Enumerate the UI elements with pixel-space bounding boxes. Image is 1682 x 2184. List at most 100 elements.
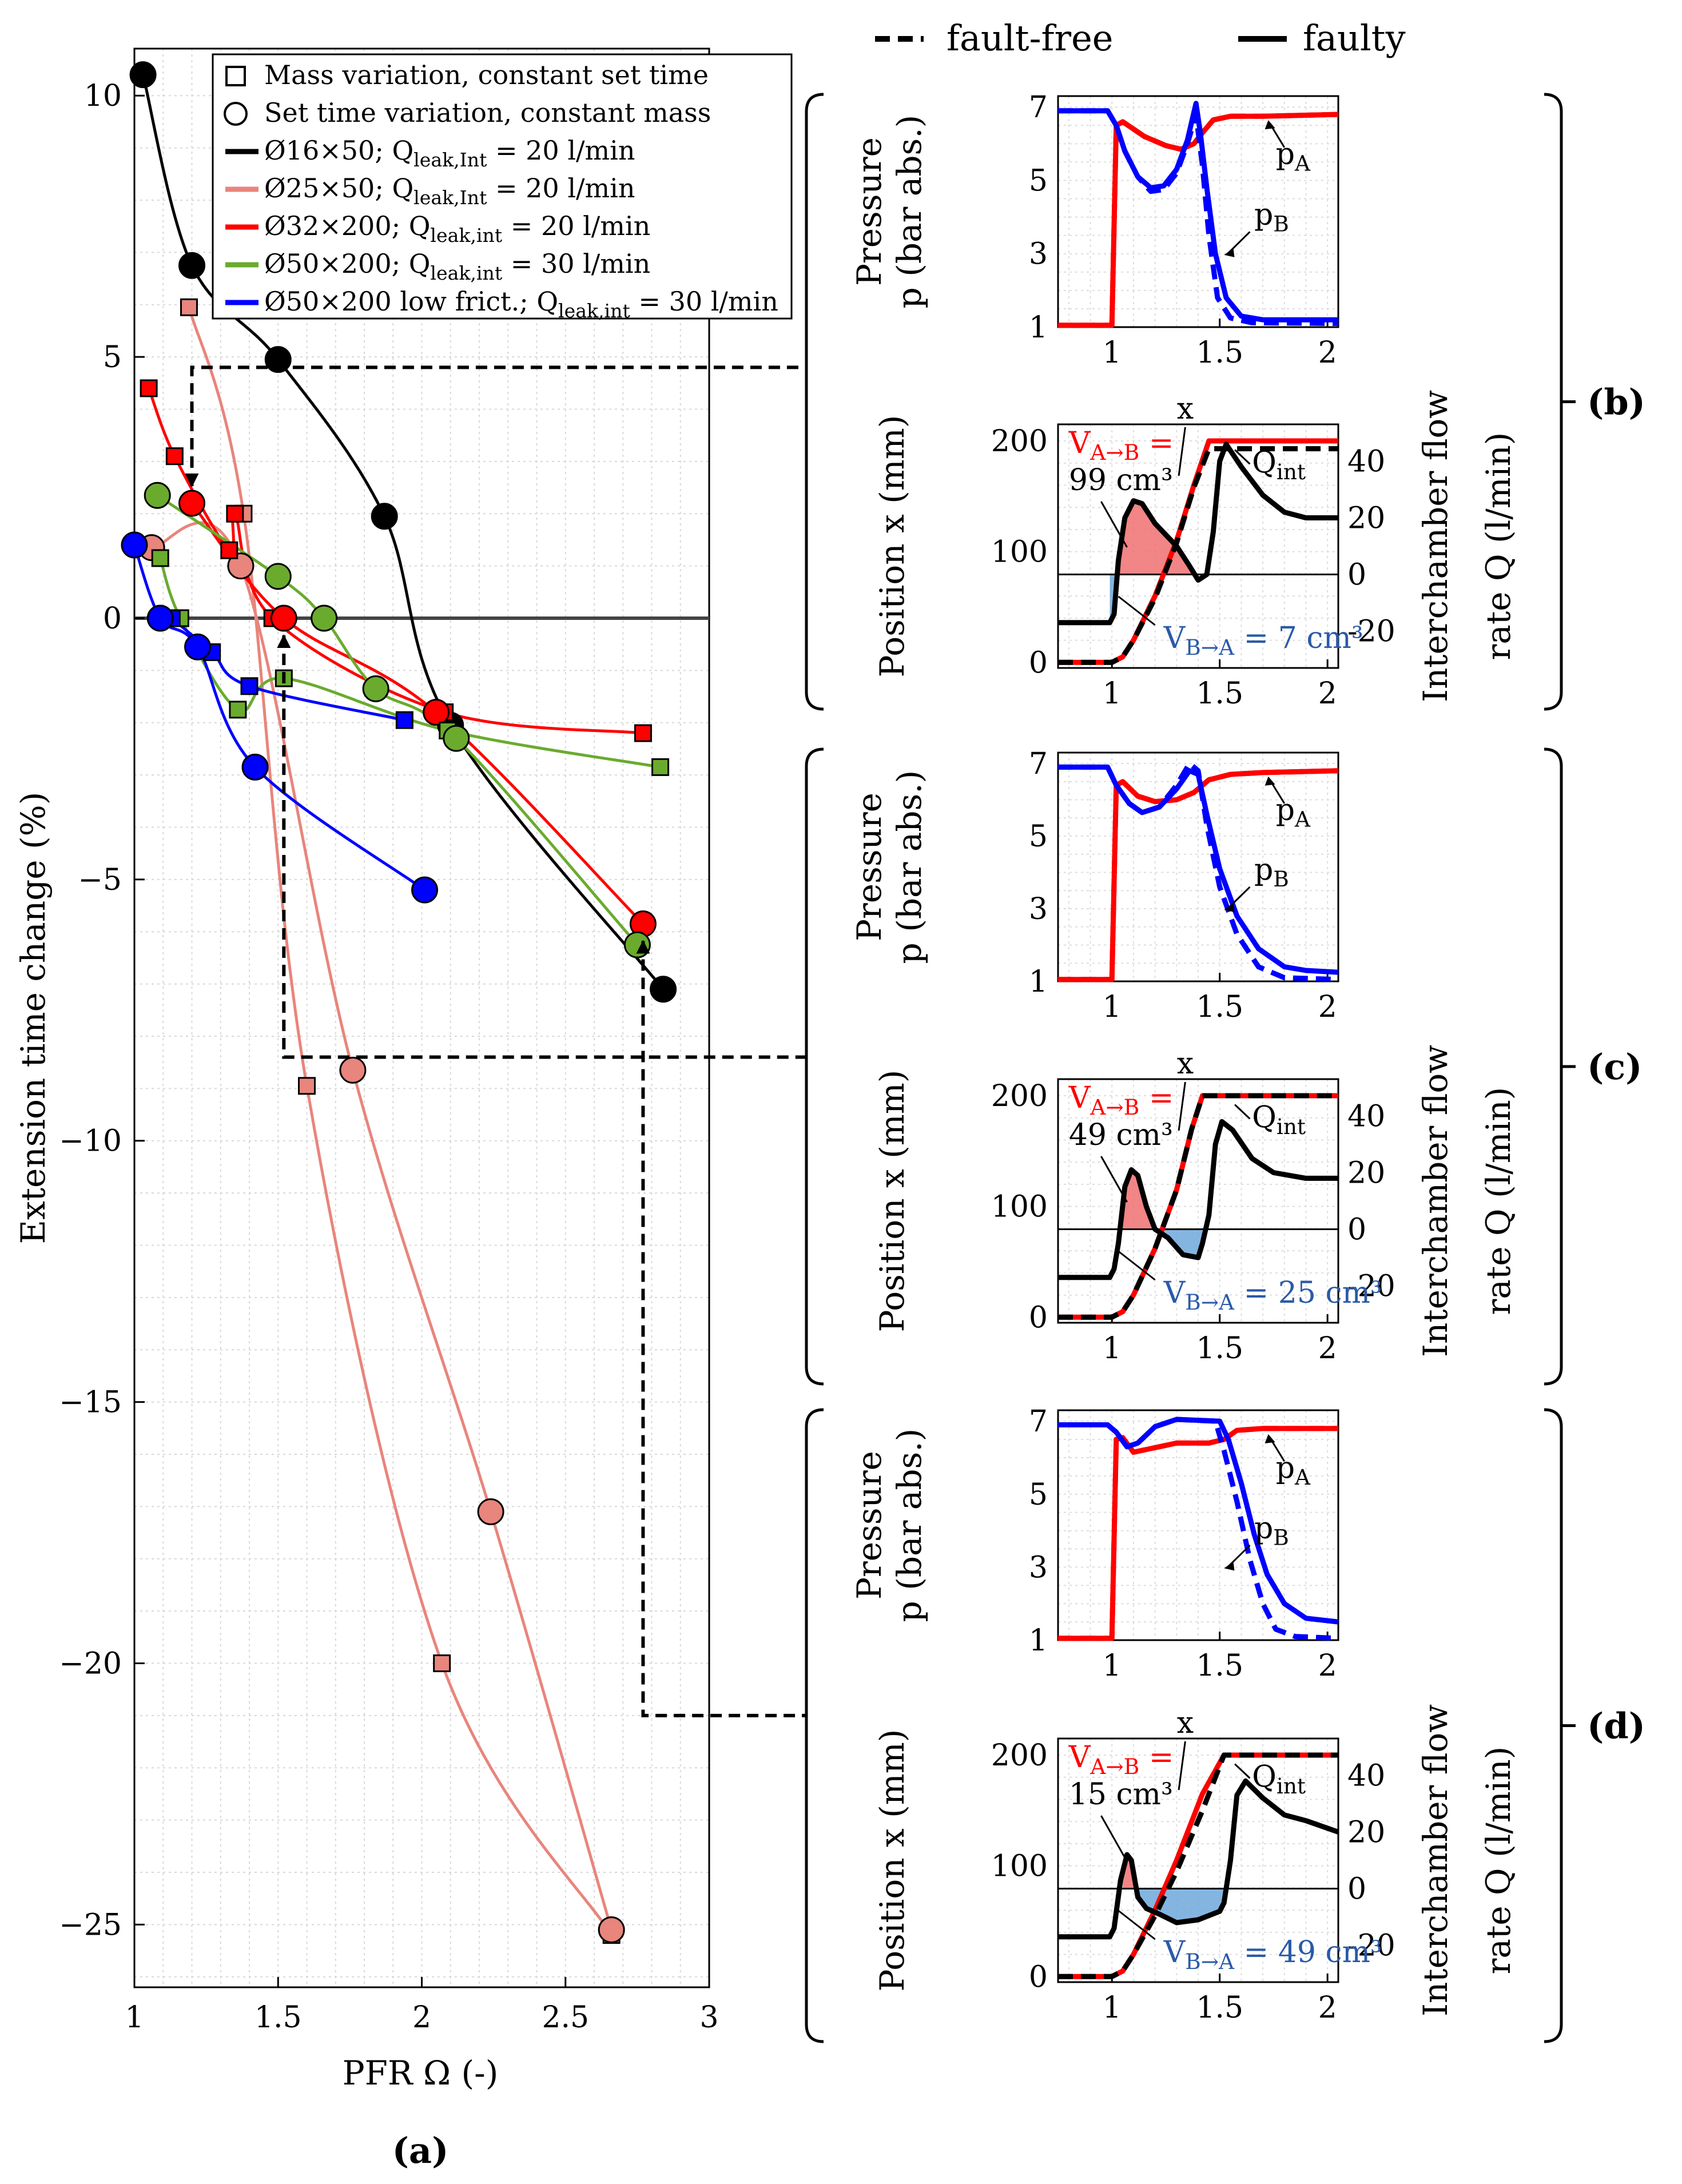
legend-series-label: Ø32×200; Qleak,int = 20 l/min [264,210,650,246]
fault-free-legend-label: fault-free [947,17,1114,59]
right-bracket [1544,93,1576,711]
left-bracket [805,747,824,1386]
flow-y-axis-label: Interchamber flow rate Q (l/min) [1416,390,1518,702]
v-a-to-b-arrow [1100,1156,1128,1203]
position-y-tick-label: 100 [991,1849,1048,1884]
pressure-y-tick-label: 3 [1029,892,1048,926]
pressure-y-tick-label: 1 [1029,965,1048,999]
pa-label: pA [1276,1451,1311,1490]
legend-series-label: Ø25×50; Qleak,Int = 20 l/min [264,173,635,209]
flow-y-tick-label: 20 [1347,1815,1385,1849]
series-3 [147,388,645,925]
pressure-y-tick-label: 5 [1029,1478,1048,1512]
v-a-to-b-label: VA→B = [1068,1740,1174,1779]
position-x-tick-label: 1.5 [1196,1991,1243,2025]
square-marker [220,541,238,559]
position-y-tick-label: 200 [991,424,1048,459]
x-tick-label: 3 [699,2000,718,2035]
x-tick-label: 2 [412,2000,431,2035]
position-x-tick-label: 1 [1103,1331,1122,1366]
position-x-tick-label: 1 [1103,677,1122,711]
circle-marker [146,604,174,632]
pressure-axes-box [1057,95,1339,328]
position-plot: 0 100 200 -20 0 20 40 1 1.5 2 Position x (mm) Inter… [873,1704,1518,2025]
position-axes-box [1057,1737,1339,1983]
position-y-tick-label: 0 [1029,646,1048,680]
pa-label: pA [1276,137,1311,176]
top-legend: fault-free faulty [875,17,1406,59]
circle-marker [371,503,398,530]
flow-y-tick-label: 0 [1347,1872,1366,1907]
v-b-to-a-label: VB→A = 25 cm³ [1163,1276,1382,1315]
v-b-to-a-label: VB→A = 49 cm³ [1163,1935,1382,1974]
square-marker [240,677,259,695]
pressure-axes-box [1057,1409,1339,1641]
circle-marker [129,61,157,89]
position-axes-box [1057,423,1339,669]
pressure-dashed-line [1058,108,1339,327]
callout-arrowhead-d [636,940,650,954]
pressure-dashed-line [1058,761,1339,982]
pressure-y-tick-label: 5 [1029,164,1048,198]
panel-a: 1 1.5 2 2.5 3 10 5 0 −5 −10 −15 −20 −25 PFR Ω (-) Exte… [14,47,805,2092]
v-b-to-a-arrow [1118,1250,1156,1281]
v-a-to-b-value: 99 cm³ [1069,463,1173,498]
legend-marker-label: Mass variation, constant set time [264,59,709,90]
position-x-tick-label: 1.5 [1196,1331,1243,1366]
circle-marker [443,725,470,752]
legend-circle-icon [224,102,248,126]
panel-label-a: (a) [392,2130,449,2171]
circle-marker [121,531,148,559]
pb-label: pB [1254,853,1289,892]
circle-marker [477,1498,504,1525]
series-circle-curve [156,494,639,946]
pressure-y-axis-label: Pressurep (bar abs.) [850,770,929,964]
pa-arrow [1270,124,1286,148]
pressure-dashed-line [1058,112,1339,328]
flow-y-tick-label: 20 [1347,501,1385,535]
pressure-x-tick-label: 2 [1318,336,1337,370]
callout-arrowhead-c [277,634,291,648]
left-bracket [805,1408,824,2043]
y-tick-label: −25 [59,1908,122,1942]
q-int-arrow [1234,1104,1251,1120]
q-int-arrow [1234,449,1251,465]
pressure-y-tick-label: 1 [1029,1624,1048,1658]
circle-marker [241,753,269,781]
square-marker [395,711,413,729]
panel-label-d: (d) [1587,1705,1645,1747]
callout-line-d [641,941,805,1717]
v-b-to-a-arrow [1118,1909,1156,1940]
flow-y-tick-label: -20 [1347,1929,1395,1963]
legend-series-label: Ø50×200; Qleak,int = 30 l/min [264,248,650,284]
pb-arrowhead [1224,248,1235,257]
flow-line [1058,1778,1339,1940]
flow-y-axis-label: Interchamber flow rate Q (l/min) [1416,1704,1518,2016]
pressure-y-tick-label: 3 [1029,237,1048,272]
pressure-y-axis-label: Pressurep (bar abs.) [850,115,929,309]
x-tick-label: 1 [125,2000,144,2035]
pressure-y-tick-label: 7 [1029,1405,1048,1439]
position-plot: 0 100 200 -20 0 20 40 1 1.5 2 Position x (mm) Inter… [873,1045,1518,1366]
series-1 [141,74,665,990]
circle-marker [178,490,205,517]
legend-series-label: Ø50×200 low frict.; Qleak,int = 30 l/min [264,286,778,322]
v-a-to-b-value: 15 cm³ [1069,1777,1173,1812]
pressure-plot: 1 3 5 7 1 1.5 2 Pressurep (bar abs.) pA pB [850,90,1339,370]
v-b-to-a-arrow [1118,595,1156,626]
v-a-to-b-label: VA→B = [1068,426,1174,465]
pb-arrowhead [1224,903,1235,913]
callout-arrowhead-b [185,473,199,487]
legend-series-label: Ø16×50; Qleak,Int = 20 l/min [264,135,635,171]
pressure-dashed-line [1058,1426,1338,1641]
pa-arrow [1270,780,1286,804]
circle-marker [423,698,450,726]
circle-marker [270,604,297,632]
circle-marker [144,482,171,509]
position-x-tick-label: 2 [1318,1331,1337,1366]
pressure-line [1058,112,1339,328]
pressure-x-tick-label: 1 [1103,990,1122,1024]
v-a-to-b-value: 49 cm³ [1069,1118,1173,1152]
